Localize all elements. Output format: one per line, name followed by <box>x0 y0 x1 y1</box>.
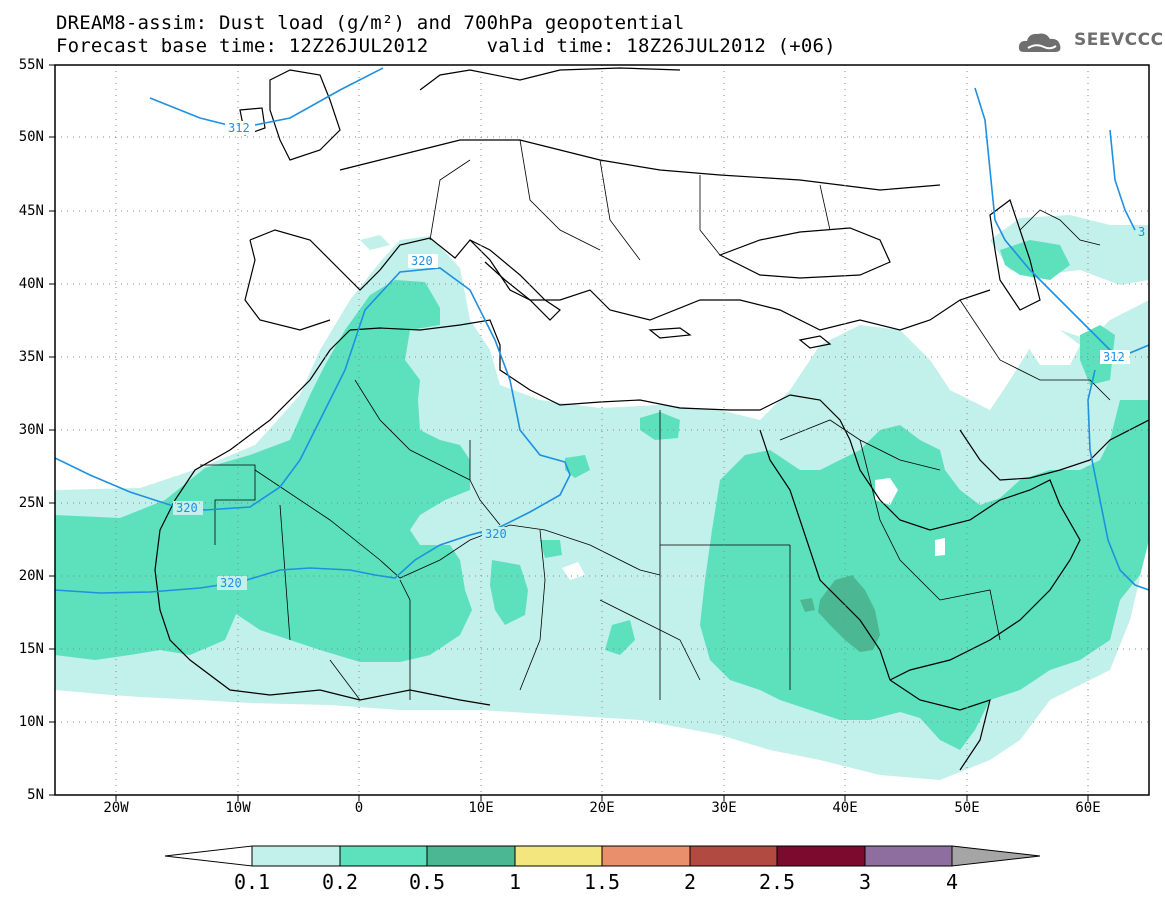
lat-label: 5N <box>27 787 44 803</box>
colorbar-label: 0.1 <box>233 870 271 894</box>
colorbar-label: 0.2 <box>321 870 359 894</box>
logo-text: SEEVCCC <box>1074 30 1164 50</box>
lat-label: 10N <box>18 714 44 730</box>
lat-label: 40N <box>18 276 44 292</box>
lat-label: 25N <box>18 495 44 511</box>
lat-label: 50N <box>18 129 44 145</box>
lat-label: 55N <box>18 57 44 73</box>
colorbar-label: 4 <box>945 870 959 894</box>
map-subtitle: Forecast base time: 12Z26JUL2012 valid t… <box>56 35 836 57</box>
lon-label: 20W <box>103 800 129 816</box>
lat-label: 20N <box>18 568 44 584</box>
lon-label: 10W <box>225 800 251 816</box>
lon-label: 60E <box>1075 800 1101 816</box>
colorbar-label: 1.5 <box>583 870 621 894</box>
colorbar-label: 1 <box>508 870 522 894</box>
lat-label: 35N <box>18 349 44 365</box>
colorbar-label: 0.5 <box>408 870 446 894</box>
colorbar-swatch <box>689 845 778 867</box>
contour-label: 320 <box>485 527 507 541</box>
colorbar-swatch <box>776 845 866 867</box>
lon-label: 20E <box>589 800 615 816</box>
map-title: DREAM8-assim: Dust load (g/m²) and 700hP… <box>56 12 685 34</box>
colorbar-swatch <box>601 845 691 867</box>
country-borders <box>200 139 1111 701</box>
lon-label: 50E <box>954 800 980 816</box>
colorbar-swatch <box>339 845 428 867</box>
lat-label: 45N <box>18 203 44 219</box>
contour-label: 320 <box>220 576 242 590</box>
lon-label: 10E <box>468 800 494 816</box>
lat-label: 15N <box>18 641 44 657</box>
contour-labels: 312 320 320 320 320 312 3 <box>173 121 1145 590</box>
colorbar-overflow-arrow <box>951 845 1041 867</box>
contour-label: 312 <box>1103 350 1125 364</box>
colorbar-swatch <box>251 845 341 867</box>
contour-label: 320 <box>411 254 433 268</box>
colorbar-label: 3 <box>858 870 872 894</box>
colorbar-swatch <box>864 845 953 867</box>
lon-label: 40E <box>832 800 858 816</box>
cloud-logo-icon <box>1018 33 1061 52</box>
dust-holes <box>562 330 1080 580</box>
axis-ticks <box>49 64 1089 801</box>
lon-label: 30E <box>711 800 737 816</box>
lon-label: 0 <box>354 800 364 816</box>
contour-label: 312 <box>228 121 250 135</box>
grid-lines <box>55 65 1149 795</box>
coastlines <box>154 67 1149 771</box>
contour-label: 3 <box>1138 225 1145 239</box>
colorbar-swatch <box>426 845 516 867</box>
colorbar-underflow-arrow <box>164 845 253 867</box>
colorbar-swatch <box>514 845 603 867</box>
colorbar-label: 2.5 <box>758 870 796 894</box>
lat-label: 30N <box>18 422 44 438</box>
contour-label: 320 <box>176 501 198 515</box>
colorbar-label: 2 <box>683 870 697 894</box>
